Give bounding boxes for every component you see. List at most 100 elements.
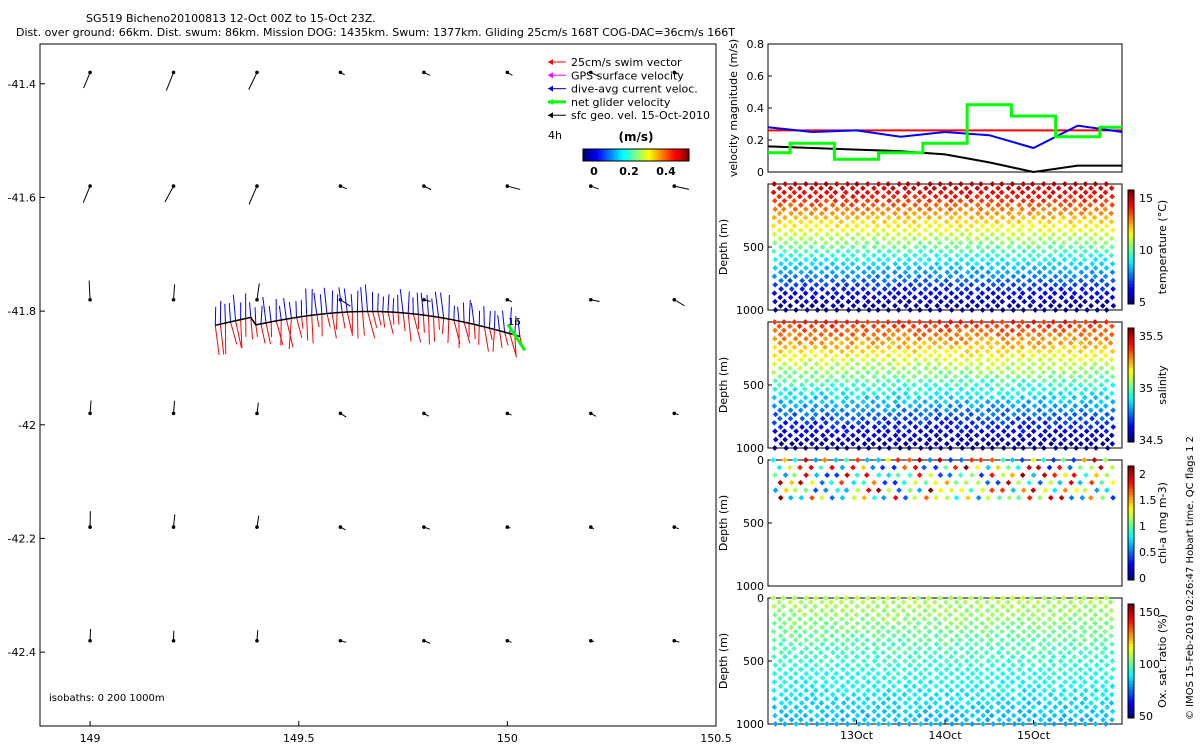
profile-sample — [943, 235, 950, 242]
profile-sample — [969, 298, 976, 305]
profile-sample — [964, 415, 970, 422]
profile-sample — [954, 398, 960, 405]
profile-sample — [1082, 206, 1088, 213]
profile-sample — [798, 218, 804, 225]
profile-sample — [922, 407, 929, 414]
profile-sample — [864, 403, 871, 409]
profile-sample — [796, 185, 803, 192]
profile-sample — [1067, 277, 1074, 284]
profile-colorbar-cell — [1128, 207, 1134, 211]
profile-sample — [969, 256, 975, 263]
profile-sample — [999, 256, 1006, 263]
profile-sample — [812, 273, 819, 280]
swim-vector — [412, 313, 422, 343]
profile-sample — [1089, 260, 1096, 267]
profile-sample — [782, 307, 789, 313]
profile-colorbar-cell — [1128, 227, 1134, 231]
profile-colorbar-cell — [1128, 190, 1134, 194]
profile-sample — [1047, 235, 1053, 242]
profile-sample — [1041, 223, 1048, 229]
profile-sample — [973, 432, 980, 439]
profile-sample — [824, 411, 831, 418]
profile-sample — [1088, 252, 1094, 259]
profile-sample — [953, 244, 960, 250]
profile-y-tick-label: 0 — [757, 454, 764, 467]
profile-sample — [948, 298, 954, 305]
profile-sample — [928, 248, 934, 255]
profile-sample — [823, 281, 829, 288]
legend-label: dive-avg current veloc. — [571, 83, 698, 96]
profile-sample — [885, 419, 892, 426]
profile-sample — [1092, 239, 1099, 246]
profile-sample — [947, 403, 953, 409]
profile-sample — [849, 185, 856, 192]
profile-sample — [860, 210, 866, 217]
profile-sample — [834, 231, 840, 238]
profile-sample — [833, 352, 839, 359]
profile-sample — [884, 231, 891, 238]
profile-sample — [948, 239, 955, 246]
profile-colorbar-cell — [1128, 347, 1134, 352]
profile-colorbar-cell — [1128, 407, 1134, 412]
profile-sample — [1109, 294, 1116, 301]
profile-sample — [923, 424, 930, 430]
dac-vector — [262, 296, 267, 323]
velocity-y-tick-label: 0.4 — [747, 102, 765, 115]
profile-sample — [936, 223, 943, 229]
profile-sample — [943, 227, 950, 234]
profile-sample — [814, 307, 821, 313]
profile-sample — [1021, 256, 1027, 263]
profile-sample — [999, 231, 1006, 238]
profile-sample — [787, 407, 794, 414]
profile-sample — [1015, 235, 1022, 242]
profile-sample — [1102, 273, 1109, 280]
dac-vector — [470, 302, 475, 325]
profile-sample — [1030, 206, 1037, 213]
profile-colorbar-cell — [1128, 520, 1134, 524]
track-end-label: 16 — [508, 317, 521, 328]
profile-sample — [923, 365, 929, 372]
profile-colorbar-cell — [1128, 209, 1134, 214]
swim-vector — [367, 311, 376, 339]
profile-sample — [1040, 206, 1047, 213]
profile-sample — [802, 239, 809, 246]
profile-sample — [947, 386, 954, 393]
profile-sample — [965, 269, 971, 276]
profile-sample — [1037, 218, 1043, 225]
profile-sample — [995, 286, 1002, 292]
profile-sample — [792, 290, 798, 297]
profile-sample — [895, 394, 902, 401]
profile-sample — [824, 223, 830, 229]
profile-sample — [778, 398, 784, 405]
profile-sample — [778, 260, 784, 267]
profile-sample — [1009, 181, 1016, 187]
profile-sample — [1014, 193, 1021, 200]
profile-sample — [928, 403, 934, 409]
profile-sample — [823, 189, 830, 196]
profile-sample — [840, 424, 847, 430]
profile-sample — [881, 218, 888, 225]
profile-sample — [833, 214, 840, 221]
y-tick-label: -41.8 — [8, 305, 36, 318]
profile-sample — [1052, 248, 1059, 255]
profile-sample — [983, 218, 990, 225]
profile-sample — [1004, 277, 1011, 284]
profile-sample — [788, 227, 795, 234]
profile-sample — [959, 307, 966, 313]
profile-sample — [974, 407, 981, 414]
profile-sample — [782, 369, 789, 376]
swim-vector — [407, 313, 412, 342]
profile-sample — [874, 281, 881, 288]
profile-sample — [843, 394, 850, 401]
profile-sample — [875, 403, 881, 409]
colorbar-cell — [641, 149, 644, 161]
profile-sample — [922, 277, 929, 284]
profile-colorbar-cell — [1128, 474, 1134, 478]
profile-sample — [1071, 214, 1078, 221]
profile-sample — [902, 252, 909, 259]
profile-sample — [1015, 260, 1021, 267]
profile-sample — [937, 445, 944, 451]
profile-sample — [778, 277, 784, 284]
profile-sample — [813, 197, 820, 204]
